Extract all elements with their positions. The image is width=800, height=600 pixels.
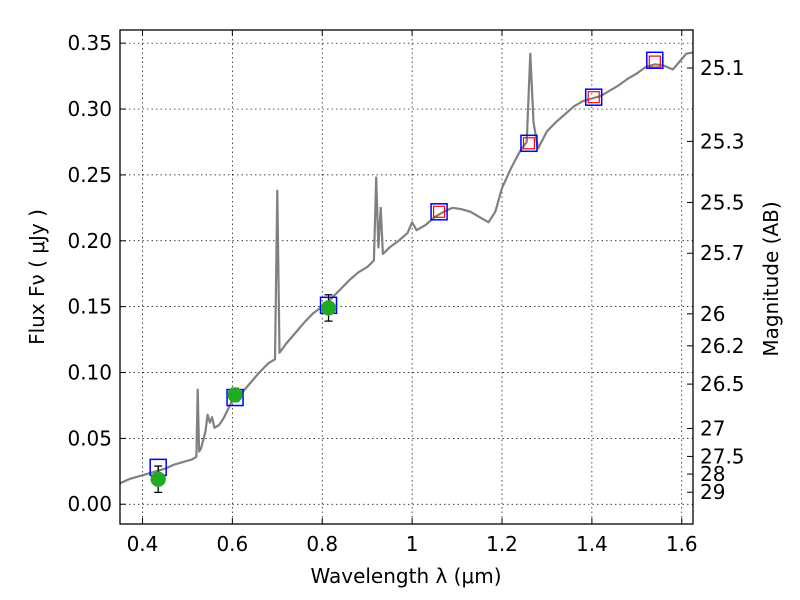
synthetic-flux-point (522, 137, 536, 150)
y-tick-label: 0.05 (67, 426, 112, 450)
marker-layer (149, 51, 664, 494)
spectrum-layer (119, 51, 694, 485)
spectrum-line (119, 51, 694, 485)
magnitude-tick-label: 26 (700, 302, 725, 326)
magnitude-tick-label: 28 (700, 462, 725, 486)
model-photometry-point (430, 203, 448, 221)
synthetic-flux-point (432, 205, 446, 218)
grid (120, 30, 693, 524)
magnitude-tick-label: 26.2 (700, 334, 745, 358)
y-tick-label: 0.20 (67, 229, 112, 253)
observed-photometry-point (320, 300, 337, 316)
plot-frame (119, 29, 694, 525)
model-photometry-point (584, 88, 603, 106)
synthetic-flux-point (587, 91, 600, 104)
model-photometry-point (646, 51, 664, 70)
model-photometry-point (520, 134, 538, 153)
x-tick-label: 1 (406, 532, 419, 556)
synthetic-flux-point (648, 55, 661, 68)
x-tick-label: 0.8 (306, 532, 338, 556)
magnitude-tick-label: 29 (700, 480, 725, 504)
y-tick-label: 0.15 (67, 295, 112, 319)
magnitude-tick-label: 25.7 (700, 241, 745, 265)
x-tick-label: 1.2 (486, 532, 518, 556)
y-tick-label: 0.25 (67, 163, 112, 187)
magnitude-tick-label: 26.5 (700, 372, 745, 396)
magnitude-axis-label: Magnitude (AB) (759, 201, 783, 356)
y-tick-label: 0.35 (67, 31, 112, 55)
y-tick-label: 0.30 (67, 97, 112, 121)
observed-photometry-point (150, 471, 166, 487)
y-tick-label: 0.10 (67, 361, 112, 385)
y-axis-label: Flux Fν ( μJy ) (25, 209, 49, 345)
magnitude-tick-label: 25.1 (700, 56, 745, 80)
x-tick-label: 1.4 (576, 532, 608, 556)
y-tick-label: 0.00 (67, 492, 112, 516)
magnitude-tick-label: 25.5 (700, 190, 745, 214)
observed-photometry-point (227, 387, 243, 403)
x-tick-label: 0.6 (216, 532, 248, 556)
magnitude-tick-label: 27 (700, 416, 725, 440)
magnitude-tick-label: 27.5 (700, 444, 745, 468)
x-tick-label: 0.4 (127, 532, 159, 556)
y-axis-ticks: 0.00 0.05 0.10 0.15 0.20 0.25 0.30 0.35 (67, 31, 126, 516)
x-axis-ticks: 0.4 0.6 0.8 1 1.2 1.4 1.6 (127, 30, 698, 556)
x-tick-label: 1.6 (666, 532, 698, 556)
x-axis-label: Wavelength λ (μm) (310, 564, 501, 588)
magnitude-tick-label: 25.3 (700, 129, 745, 153)
